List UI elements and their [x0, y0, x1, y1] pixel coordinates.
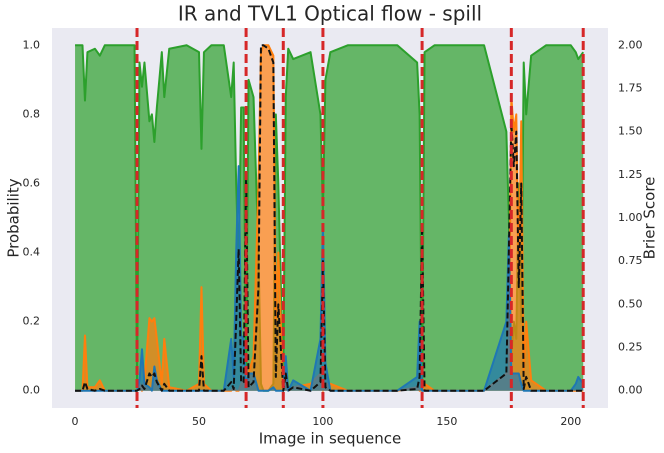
y-axis-label: Probability [5, 178, 23, 257]
y-tick-label: 0.8 [23, 107, 41, 120]
y2-tick-label: 1.25 [618, 168, 643, 181]
x-tick-label: 150 [436, 415, 457, 428]
y2-tick-label: 0.50 [618, 297, 643, 310]
y2-tick-label: 1.50 [618, 125, 643, 138]
y-tick-label: 0.4 [23, 246, 41, 259]
y-tick-label: 0.6 [23, 176, 41, 189]
y2-tick-label: 2.00 [618, 38, 643, 51]
plot [75, 28, 585, 408]
y-tick-label: 0.0 [23, 384, 41, 397]
y2-tick-label: 0.25 [618, 341, 643, 354]
y-tick-label: 0.2 [23, 315, 41, 328]
y2-tick-label: 1.75 [618, 81, 643, 94]
y2-tick-label: 1.00 [618, 211, 643, 224]
x-axis-label: Image in sequence [259, 430, 401, 448]
x-tick-label: 0 [72, 415, 79, 428]
x-tick-label: 200 [560, 415, 581, 428]
y2-tick-label: 0.00 [618, 384, 643, 397]
y2-axis-label: Brier Score [641, 177, 659, 260]
x-tick-label: 100 [312, 415, 333, 428]
y-tick-label: 1.0 [23, 38, 41, 51]
y2-tick-label: 0.75 [618, 254, 643, 267]
x-tick-label: 50 [192, 415, 206, 428]
chart-title: IR and TVL1 Optical flow - spill [178, 2, 482, 26]
